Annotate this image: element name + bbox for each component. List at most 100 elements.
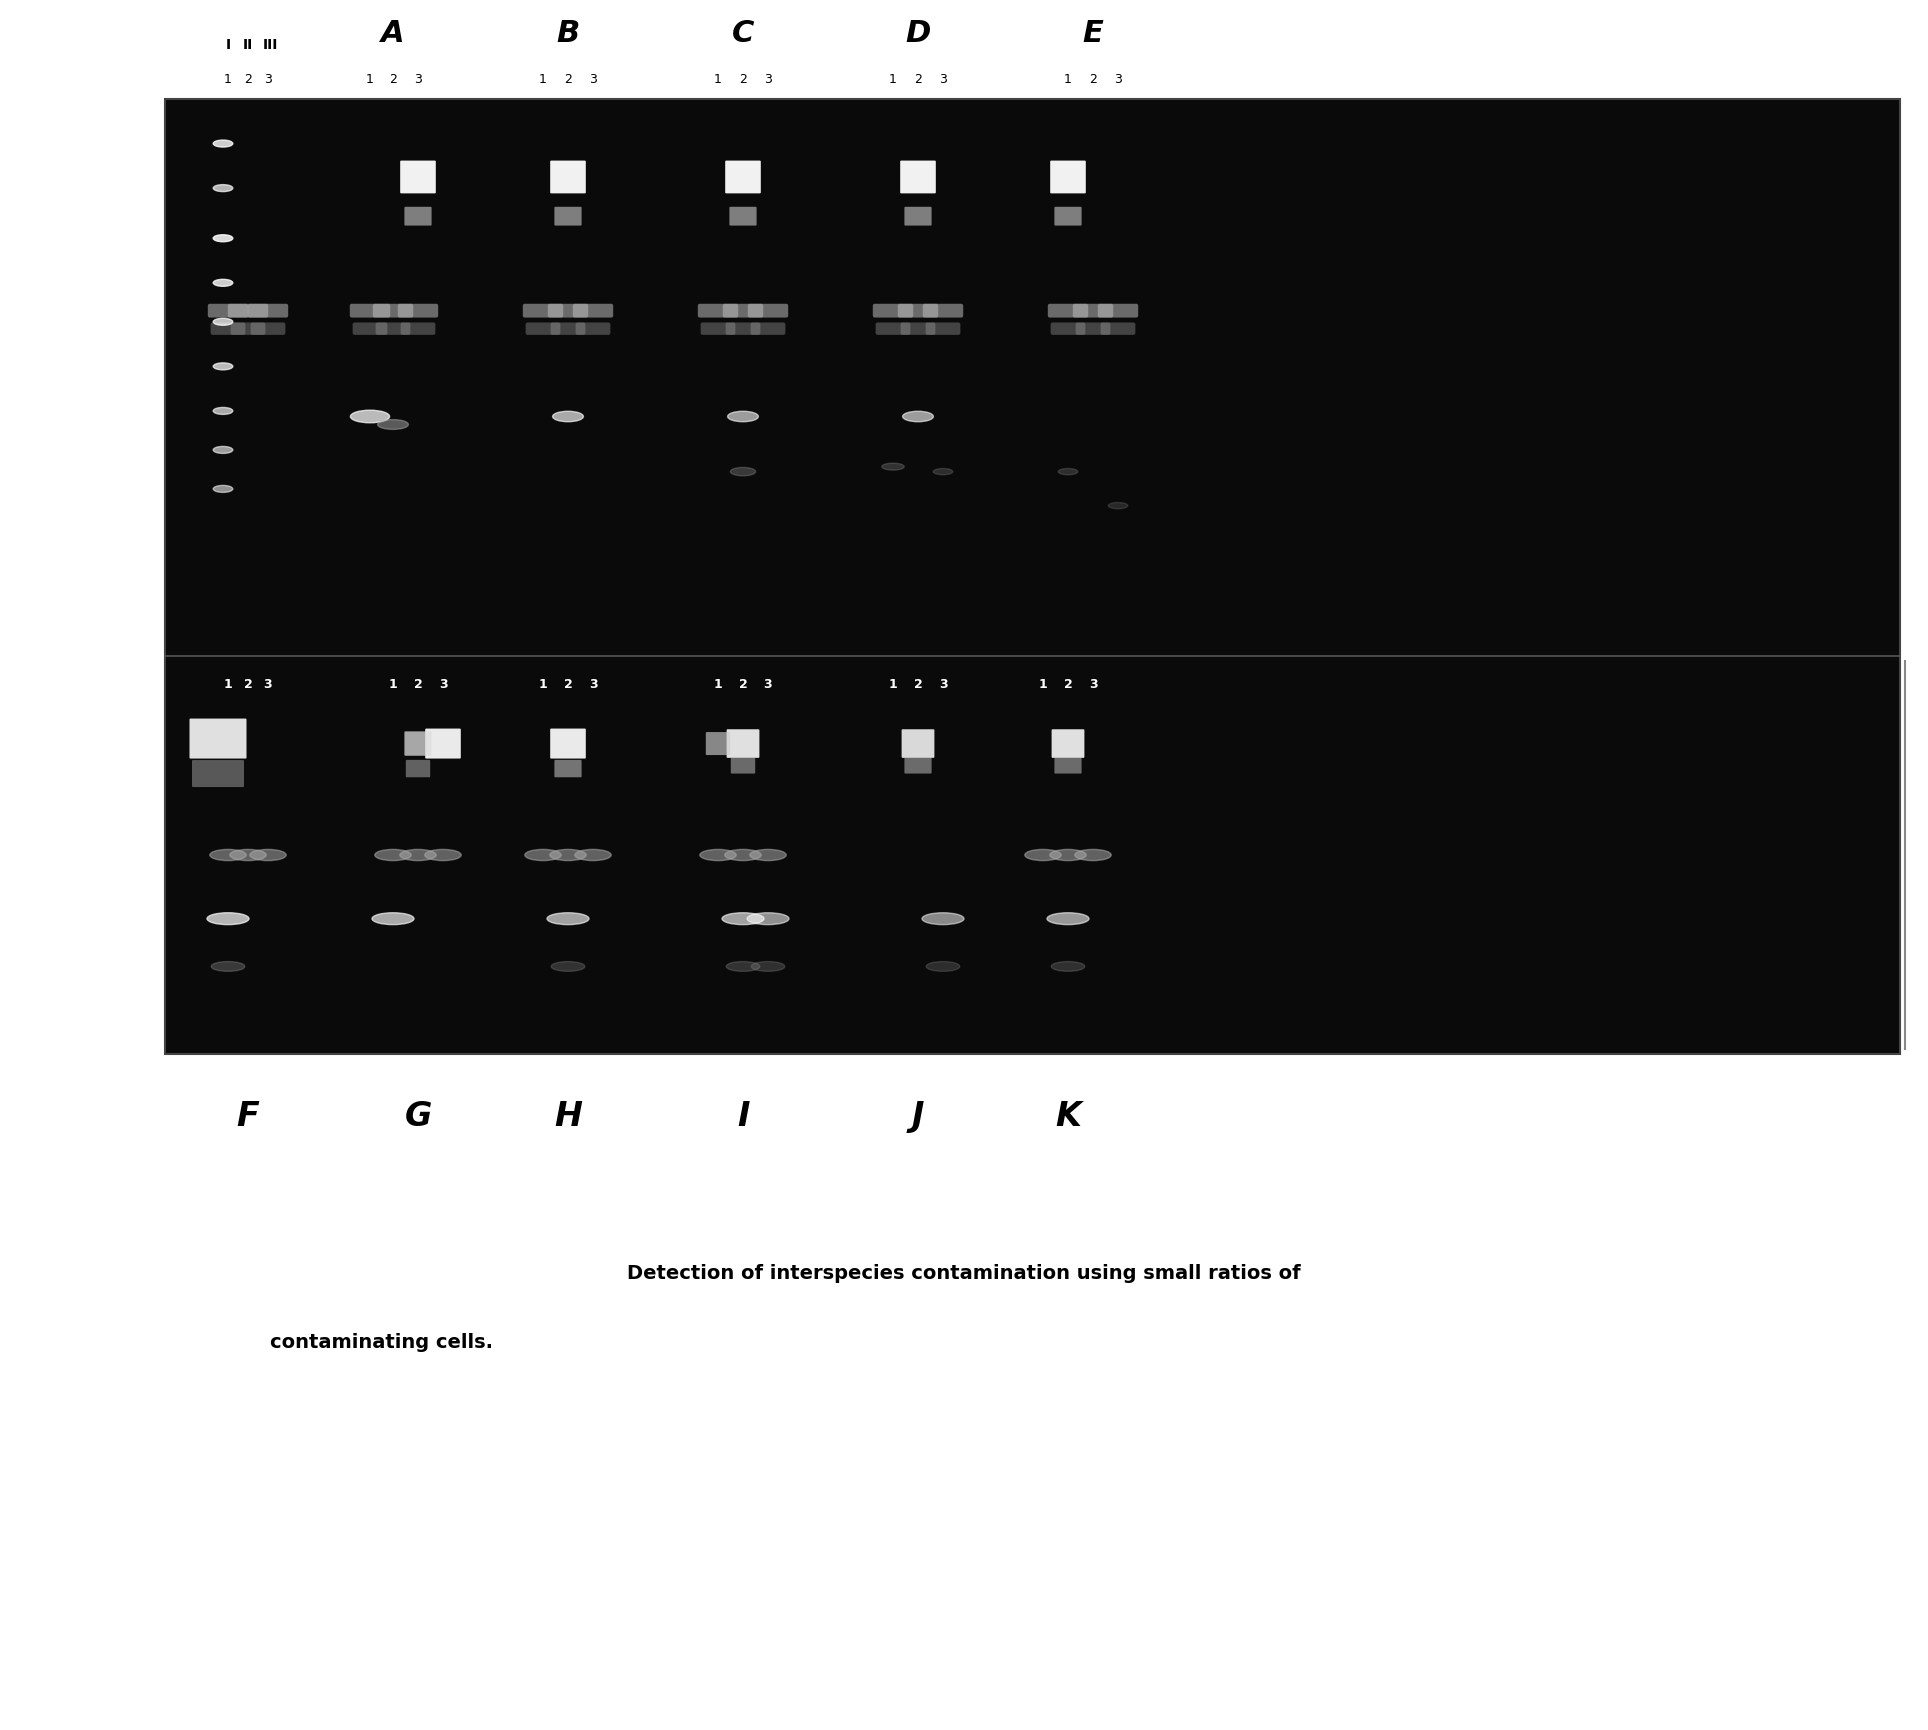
Ellipse shape — [881, 464, 904, 471]
Text: 3: 3 — [264, 73, 272, 87]
Text: J: J — [912, 1099, 924, 1133]
FancyBboxPatch shape — [698, 304, 738, 318]
Text: 1: 1 — [389, 678, 397, 690]
FancyBboxPatch shape — [725, 161, 762, 194]
FancyBboxPatch shape — [349, 304, 389, 318]
Text: 3: 3 — [763, 73, 771, 87]
FancyBboxPatch shape — [208, 304, 249, 318]
FancyBboxPatch shape — [925, 324, 960, 336]
FancyBboxPatch shape — [376, 324, 411, 336]
FancyBboxPatch shape — [700, 324, 735, 336]
Text: E: E — [1082, 19, 1103, 48]
Ellipse shape — [372, 913, 415, 926]
FancyBboxPatch shape — [902, 730, 935, 758]
FancyBboxPatch shape — [727, 730, 760, 758]
Ellipse shape — [925, 962, 960, 972]
Ellipse shape — [214, 185, 233, 192]
FancyBboxPatch shape — [873, 304, 914, 318]
FancyBboxPatch shape — [875, 324, 910, 336]
FancyBboxPatch shape — [405, 761, 430, 779]
FancyBboxPatch shape — [725, 324, 760, 336]
Ellipse shape — [229, 849, 266, 862]
Text: 3: 3 — [264, 678, 272, 690]
FancyBboxPatch shape — [1055, 208, 1082, 227]
Ellipse shape — [206, 913, 249, 926]
FancyBboxPatch shape — [904, 758, 931, 773]
Ellipse shape — [752, 962, 785, 972]
Ellipse shape — [902, 412, 933, 422]
Ellipse shape — [727, 412, 758, 422]
FancyBboxPatch shape — [210, 324, 245, 336]
Ellipse shape — [214, 486, 233, 493]
Text: 1: 1 — [538, 678, 548, 690]
Text: 1: 1 — [889, 678, 897, 690]
Ellipse shape — [399, 849, 436, 862]
Ellipse shape — [214, 235, 233, 242]
Text: 3: 3 — [1114, 73, 1122, 87]
Text: 3: 3 — [588, 678, 598, 690]
Text: 2: 2 — [914, 73, 922, 87]
FancyBboxPatch shape — [1051, 324, 1085, 336]
Text: 2: 2 — [565, 73, 573, 87]
FancyBboxPatch shape — [405, 732, 432, 756]
Ellipse shape — [251, 849, 285, 862]
FancyBboxPatch shape — [522, 304, 563, 318]
Ellipse shape — [1051, 849, 1085, 862]
Ellipse shape — [1051, 962, 1085, 972]
Text: III: III — [262, 38, 278, 52]
Ellipse shape — [551, 962, 584, 972]
FancyBboxPatch shape — [555, 761, 582, 779]
FancyBboxPatch shape — [189, 720, 247, 759]
Text: 1: 1 — [1064, 73, 1072, 87]
Ellipse shape — [214, 446, 233, 455]
FancyBboxPatch shape — [526, 324, 561, 336]
FancyBboxPatch shape — [1055, 758, 1082, 773]
Text: I: I — [736, 1099, 750, 1133]
FancyBboxPatch shape — [551, 324, 586, 336]
FancyBboxPatch shape — [576, 324, 611, 336]
FancyBboxPatch shape — [1047, 304, 1087, 318]
Text: 1: 1 — [540, 73, 548, 87]
Text: 2: 2 — [914, 678, 922, 690]
Ellipse shape — [214, 140, 233, 149]
Ellipse shape — [700, 849, 736, 862]
Ellipse shape — [524, 849, 561, 862]
Ellipse shape — [378, 420, 409, 431]
Ellipse shape — [1026, 849, 1060, 862]
FancyBboxPatch shape — [1076, 324, 1111, 336]
FancyBboxPatch shape — [731, 758, 756, 773]
FancyBboxPatch shape — [573, 304, 613, 318]
Ellipse shape — [424, 849, 461, 862]
FancyBboxPatch shape — [729, 208, 756, 227]
Ellipse shape — [214, 318, 233, 327]
FancyBboxPatch shape — [251, 324, 285, 336]
Text: C: C — [733, 19, 754, 48]
Ellipse shape — [548, 913, 588, 926]
Text: I: I — [226, 38, 231, 52]
FancyBboxPatch shape — [548, 304, 588, 318]
FancyBboxPatch shape — [405, 208, 432, 227]
Text: K: K — [1055, 1099, 1082, 1133]
Text: G: G — [405, 1099, 432, 1133]
FancyBboxPatch shape — [555, 208, 582, 227]
Text: 2: 2 — [738, 73, 746, 87]
FancyBboxPatch shape — [924, 304, 964, 318]
Text: 2: 2 — [243, 678, 253, 690]
Ellipse shape — [727, 962, 760, 972]
Text: 1: 1 — [889, 73, 897, 87]
Bar — [166, 100, 1899, 1054]
Text: II: II — [243, 38, 253, 52]
Ellipse shape — [922, 913, 964, 926]
Ellipse shape — [1058, 469, 1078, 476]
Text: 3: 3 — [763, 678, 773, 690]
Text: 2: 2 — [563, 678, 573, 690]
Ellipse shape — [210, 849, 247, 862]
FancyBboxPatch shape — [397, 304, 438, 318]
FancyBboxPatch shape — [748, 304, 789, 318]
FancyBboxPatch shape — [1072, 304, 1112, 318]
Ellipse shape — [1109, 503, 1128, 509]
Text: 1: 1 — [366, 73, 374, 87]
Text: 1: 1 — [1039, 678, 1047, 690]
Ellipse shape — [721, 913, 763, 926]
FancyBboxPatch shape — [1051, 161, 1085, 194]
